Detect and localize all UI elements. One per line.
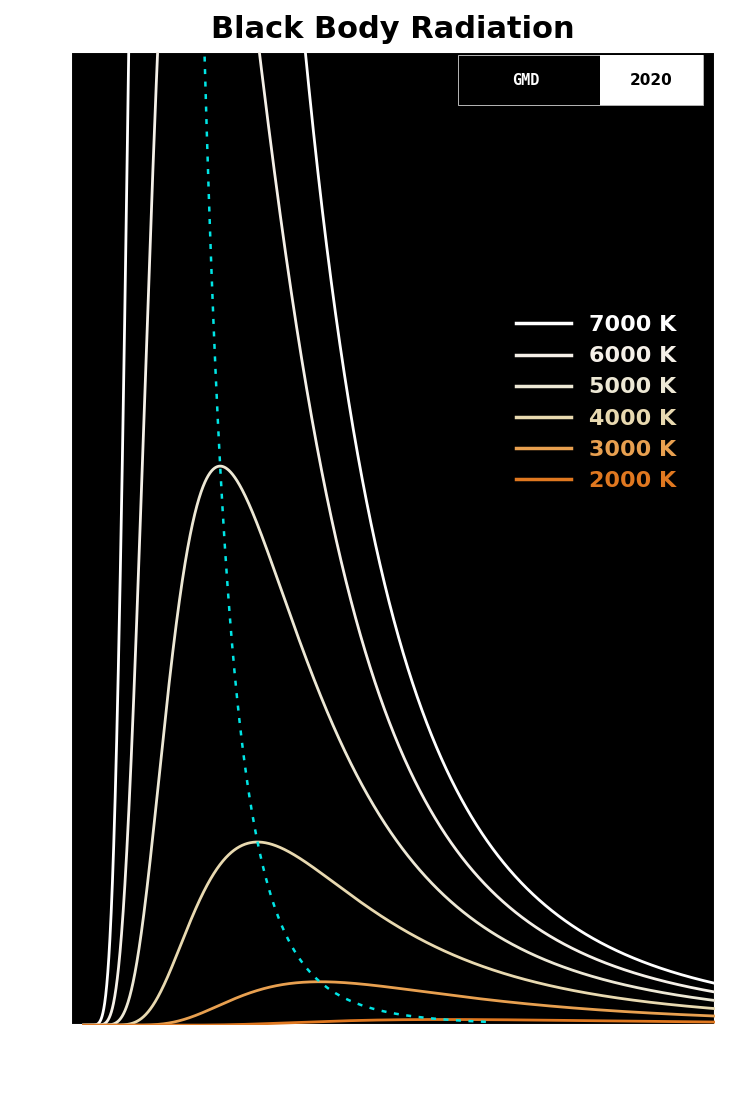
Bar (600, 54, 702, 106)
Text: 2020: 2020 (630, 72, 672, 88)
Title: Black Body Radiation: Black Body Radiation (211, 14, 575, 44)
Legend: 7000 K, 6000 K, 5000 K, 4000 K, 3000 K, 2000 K: 7000 K, 6000 K, 5000 K, 4000 K, 3000 K, … (506, 306, 685, 499)
Text: GMD: GMD (512, 72, 540, 88)
Y-axis label: Spectral radiance (10⁷ W m⁻² μm⁻¹): Spectral radiance (10⁷ W m⁻² μm⁻¹) (15, 359, 33, 717)
Bar (457, 54, 702, 106)
X-axis label: Wavelength (μm): Wavelength (μm) (278, 1073, 508, 1098)
